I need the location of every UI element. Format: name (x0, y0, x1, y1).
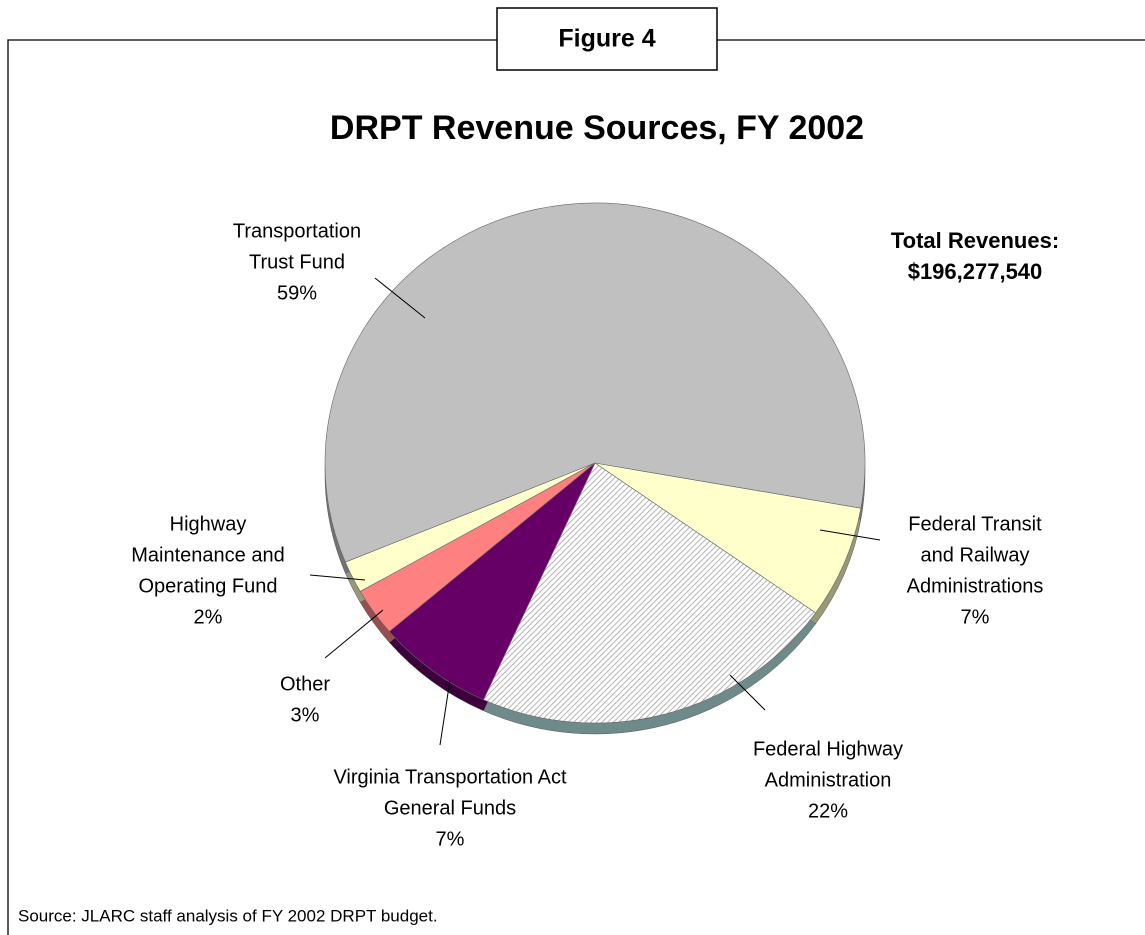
figure-box (496, 7, 718, 71)
slice-label: Federal Transit (908, 513, 1042, 535)
value-label: 7% (961, 606, 990, 628)
chart-title: DRPT Revenue Sources, FY 2002 (330, 109, 864, 147)
figure-label: Figure 4 (558, 25, 655, 53)
frame (7, 39, 1145, 935)
leader-line (324, 609, 384, 659)
value-label: 7% (436, 828, 465, 850)
source-note: Source: JLARC staff analysis of FY 2002 … (18, 906, 438, 925)
leader-line (439, 679, 451, 746)
value-label: 59% (277, 282, 317, 304)
slice-label: General Funds (384, 797, 516, 819)
leader-line (309, 574, 366, 581)
annotation: Total Revenues: (891, 228, 1059, 253)
slice-label: Operating Fund (139, 575, 278, 597)
slice-label: Highway (170, 513, 247, 535)
leader-line (819, 529, 881, 541)
slice (324, 202, 866, 563)
slice-label: and Railway (921, 544, 1030, 566)
value-label: 2% (194, 606, 223, 628)
leader-line (374, 277, 426, 319)
slice-label: Administration (765, 769, 892, 791)
slice-label: Virginia Transportation Act (333, 766, 567, 788)
slice (483, 462, 817, 724)
labels: Federal Transit and Railway Administration… (131, 220, 1043, 850)
slice (594, 462, 862, 614)
slice-label: Maintenance and (131, 544, 284, 566)
slice-label: Administrations (907, 575, 1044, 597)
leader-line (729, 674, 766, 711)
slice-label: Federal Highway (753, 738, 903, 760)
annotation: $196,277,540 (908, 259, 1043, 284)
value-label: 22% (808, 800, 848, 822)
slice (388, 462, 596, 701)
pie (324, 202, 866, 735)
slice-label: Transportation (233, 220, 361, 242)
slice-label: Other (280, 673, 330, 695)
slice-label: Trust Fund (249, 251, 345, 273)
value-label: 3% (291, 704, 320, 726)
